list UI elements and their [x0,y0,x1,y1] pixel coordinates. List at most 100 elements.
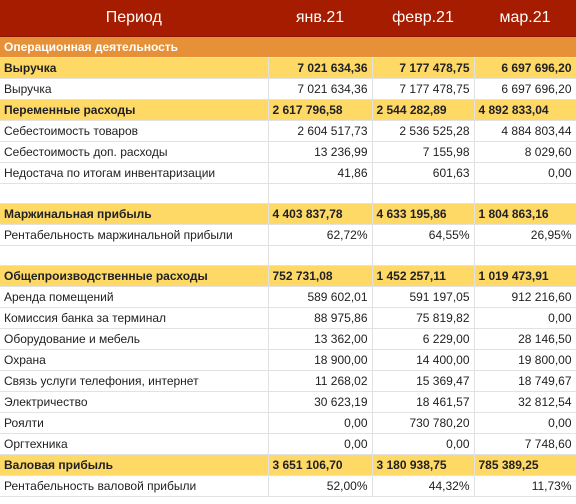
value-cell[interactable]: 2 544 282,89 [372,99,475,121]
row-label-cell[interactable]: Выручка [0,78,269,100]
value-cell[interactable]: 3 651 106,70 [268,454,373,476]
table-row: Оргтехника 0,00 0,00 7 748,60 [0,433,576,455]
value-cell[interactable]: 2 604 517,73 [268,120,373,142]
table-row: Комиссия банка за терминал 88 975,86 75 81… [0,307,576,329]
table-row: Аренда помещений 589 602,01 591 197,05 912 … [0,286,576,308]
value-cell[interactable]: 601,63 [372,162,475,184]
value-cell[interactable]: 589 602,01 [268,286,373,308]
value-cell[interactable]: 62,72% [268,224,373,246]
row-label-cell[interactable]: Рентабельность маржинальной прибыли [0,224,269,246]
value-cell[interactable]: 4 633 195,86 [372,203,475,225]
row-label-cell[interactable] [0,183,269,204]
value-cell[interactable] [474,36,576,58]
value-cell[interactable] [372,36,475,58]
row-label-cell[interactable]: Операционная деятельность [0,36,269,58]
value-cell[interactable]: 4 892 833,04 [474,99,576,121]
row-label-cell[interactable]: Рентабельность валовой прибыли [0,475,269,497]
value-cell[interactable]: 28 146,50 [474,328,576,350]
value-cell[interactable]: 41,86 [268,162,373,184]
row-label-cell[interactable]: Охрана [0,349,269,371]
value-cell[interactable] [372,183,475,204]
value-cell[interactable]: 591 197,05 [372,286,475,308]
row-label-cell[interactable] [0,245,269,266]
value-cell[interactable]: 4 884 803,44 [474,120,576,142]
row-label-cell[interactable]: Оргтехника [0,433,269,455]
table-row: Рентабельность маржинальной прибыли 62,72… [0,224,576,246]
value-cell[interactable]: 88 975,86 [268,307,373,329]
value-cell[interactable]: 26,95% [474,224,576,246]
value-cell[interactable]: 0,00 [474,162,576,184]
row-label-cell[interactable]: Общепроизводственные расходы [0,265,269,287]
value-cell[interactable]: 730 780,20 [372,412,475,434]
value-cell[interactable]: 4 403 837,78 [268,203,373,225]
value-cell[interactable]: 11,73% [474,475,576,497]
value-cell[interactable]: 2 617 796,58 [268,99,373,121]
row-label-cell[interactable]: Комиссия банка за терминал [0,307,269,329]
value-cell[interactable]: 8 029,60 [474,141,576,163]
row-label-cell[interactable]: Переменные расходы [0,99,269,121]
value-cell[interactable]: 7 177 478,75 [372,57,475,79]
value-cell[interactable]: 7 748,60 [474,433,576,455]
value-cell[interactable]: 0,00 [372,433,475,455]
value-cell[interactable]: 2 536 525,28 [372,120,475,142]
row-label-cell[interactable]: Себестоимость товаров [0,120,269,142]
row-label-cell[interactable]: Выручка [0,57,269,79]
value-cell[interactable]: 0,00 [474,307,576,329]
value-cell[interactable]: 752 731,08 [268,265,373,287]
header-month-feb[interactable]: февр.21 [372,0,475,37]
value-cell[interactable] [474,183,576,204]
value-cell[interactable]: 785 389,25 [474,454,576,476]
value-cell[interactable] [268,183,373,204]
value-cell[interactable]: 7 177 478,75 [372,78,475,100]
row-label-cell[interactable]: Роялти [0,412,269,434]
header-period[interactable]: Период [0,0,269,37]
value-cell[interactable]: 1 452 257,11 [372,265,475,287]
row-label-cell[interactable]: Связь услуги телефония, интернет [0,370,269,392]
value-cell[interactable]: 15 369,47 [372,370,475,392]
value-cell[interactable]: 18 461,57 [372,391,475,413]
value-cell[interactable]: 0,00 [268,433,373,455]
value-cell[interactable]: 7 021 634,36 [268,57,373,79]
value-cell[interactable]: 18 749,67 [474,370,576,392]
value-cell[interactable]: 32 812,54 [474,391,576,413]
value-cell[interactable]: 19 800,00 [474,349,576,371]
value-cell[interactable]: 18 900,00 [268,349,373,371]
row-label-cell[interactable]: Оборудование и мебель [0,328,269,350]
row-label-cell[interactable]: Электричество [0,391,269,413]
header-month-mar[interactable]: мар.21 [474,0,576,37]
value-cell[interactable] [268,36,373,58]
value-cell[interactable]: 7 021 634,36 [268,78,373,100]
row-label-cell[interactable]: Аренда помещений [0,286,269,308]
value-cell[interactable]: 912 216,60 [474,286,576,308]
table-row: Себестоимость товаров 2 604 517,73 2 536 5… [0,120,576,142]
value-cell[interactable]: 44,32% [372,475,475,497]
value-cell[interactable]: 64,55% [372,224,475,246]
value-cell[interactable]: 6 697 696,20 [474,57,576,79]
value-cell[interactable] [474,245,576,266]
row-label-cell[interactable]: Маржинальная прибыль [0,203,269,225]
value-cell[interactable]: 1 019 473,91 [474,265,576,287]
value-cell[interactable]: 0,00 [268,412,373,434]
row-label-cell[interactable]: Недостача по итогам инвентаризации [0,162,269,184]
value-cell[interactable]: 6 697 696,20 [474,78,576,100]
value-cell[interactable]: 13 236,99 [268,141,373,163]
value-cell[interactable] [268,245,373,266]
value-cell[interactable]: 13 362,00 [268,328,373,350]
header-month-jan[interactable]: янв.21 [268,0,373,37]
row-label-cell[interactable]: Валовая прибыль [0,454,269,476]
value-cell[interactable]: 30 623,19 [268,391,373,413]
table-row: Охрана 18 900,00 14 400,00 19 800,00 [0,349,576,371]
table-row: Электричество 30 623,19 18 461,57 32 812,54 [0,391,576,413]
value-cell[interactable]: 0,00 [474,412,576,434]
value-cell[interactable]: 1 804 863,16 [474,203,576,225]
value-cell[interactable]: 7 155,98 [372,141,475,163]
value-cell[interactable]: 14 400,00 [372,349,475,371]
value-cell[interactable]: 3 180 938,75 [372,454,475,476]
value-cell[interactable]: 6 229,00 [372,328,475,350]
value-cell[interactable]: 52,00% [268,475,373,497]
value-cell[interactable]: 75 819,82 [372,307,475,329]
row-label-cell[interactable]: Себестоимость доп. расходы [0,141,269,163]
value-cell[interactable]: 11 268,02 [268,370,373,392]
value-cell[interactable] [372,245,475,266]
